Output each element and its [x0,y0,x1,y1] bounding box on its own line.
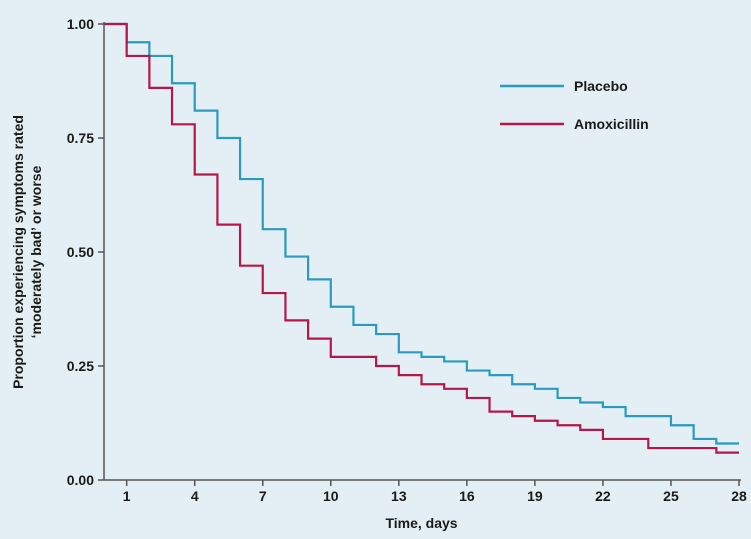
series-layer [104,22,739,454]
y-tick-label: 0.50 [67,244,94,260]
y-tick-label: 1.00 [67,16,94,32]
series-line-amoxicillin [104,22,739,454]
legend-label-placebo: Placebo [574,78,628,94]
x-tick-label: 28 [731,488,747,504]
x-tick-label: 19 [527,488,543,504]
x-tick-label: 4 [191,488,199,504]
x-tick-label: 13 [391,488,407,504]
legend: Placebo Amoxicillin [500,78,649,132]
y-axis-title-line-2: ‘moderately bad’ or worse [28,165,44,338]
y-axis-title-line-1: Proportion experiencing symptoms rated [10,115,26,389]
x-tick-label: 22 [595,488,611,504]
series-line-placebo [104,22,739,445]
ticks-layer: 0.00 0.25 0.50 0.75 1.00 1 4 7 10 13 16 19 22 25 28 [67,16,747,504]
x-tick-label: 7 [259,488,267,504]
y-tick-label: 0.75 [67,130,94,146]
x-tick-label: 1 [123,488,131,504]
x-tick-label: 16 [459,488,475,504]
x-tick-label: 25 [663,488,679,504]
x-tick-label: 10 [323,488,339,504]
y-tick-label: 0.25 [67,358,94,374]
axes-layer [103,22,741,481]
legend-label-amoxicillin: Amoxicillin [574,116,649,132]
x-axis-title: Time, days [385,515,457,531]
y-tick-label: 0.00 [67,472,94,488]
